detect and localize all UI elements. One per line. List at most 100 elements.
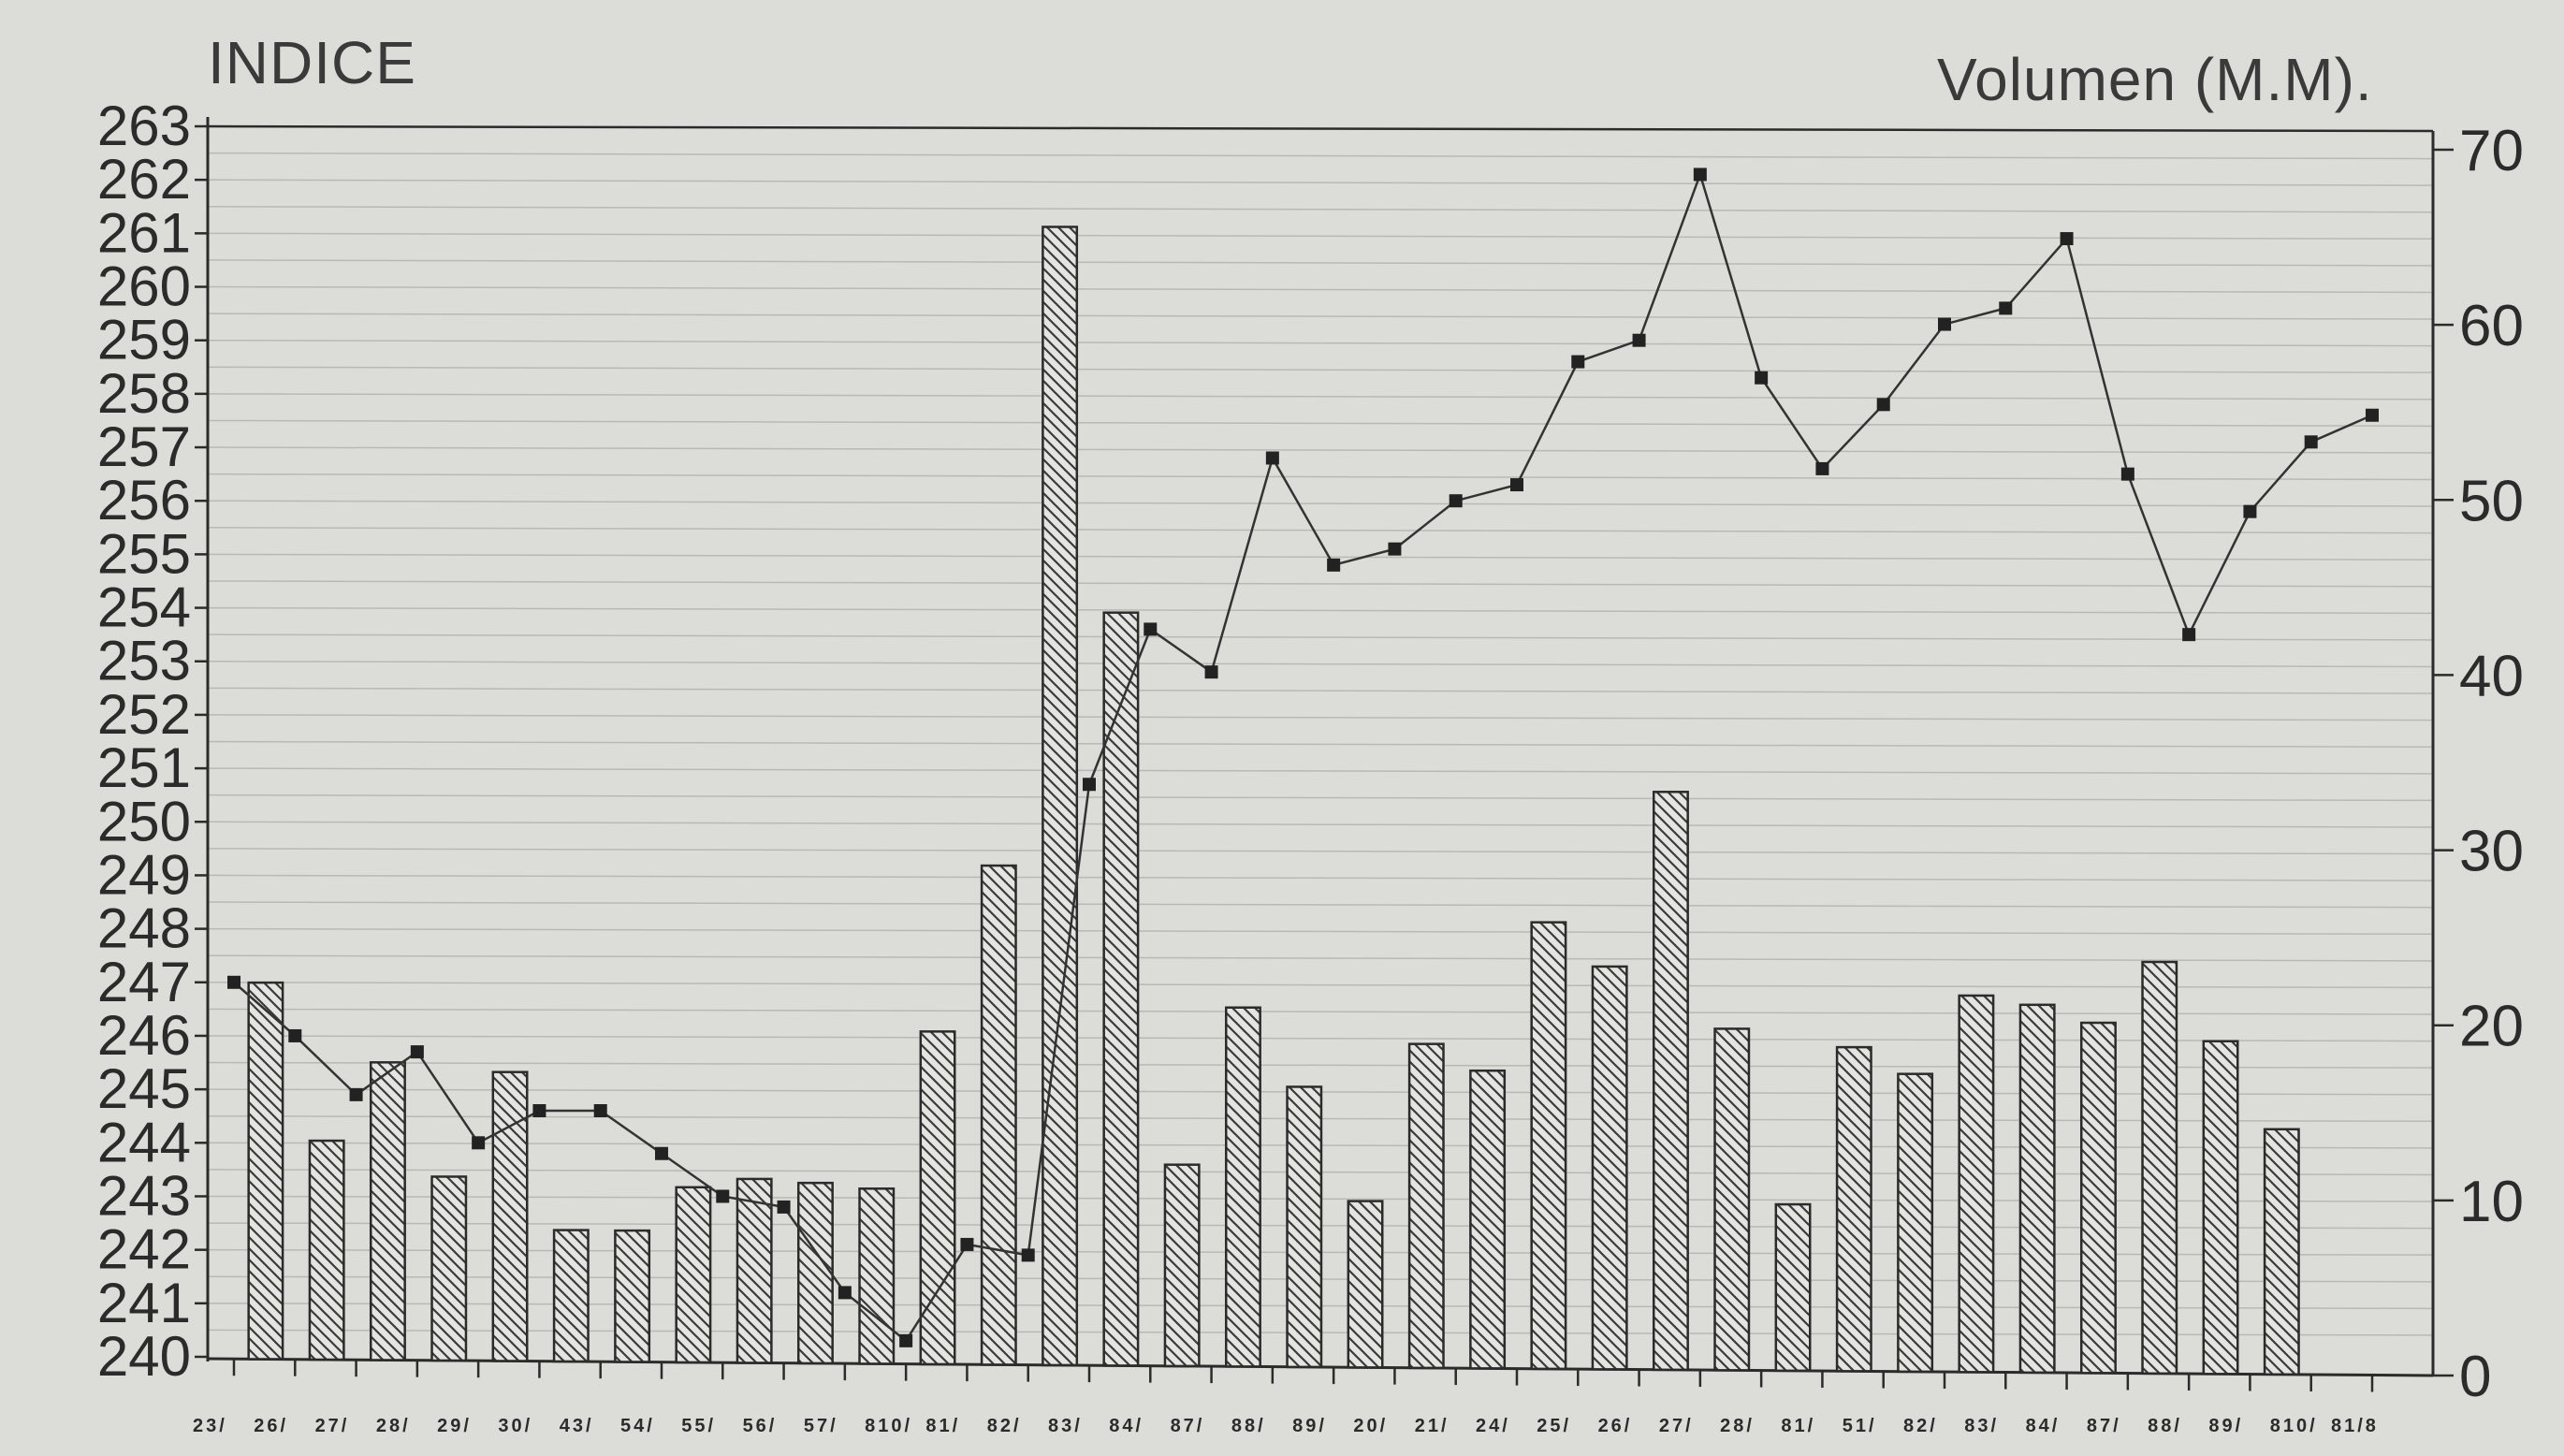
- index-point: [1144, 622, 1158, 636]
- left-tick-label: 258: [97, 362, 191, 425]
- left-tick-label: 261: [97, 201, 191, 264]
- gridline: [207, 1035, 2434, 1042]
- volume-bar: [1774, 1202, 1812, 1373]
- x-tick-label: 43/: [560, 1416, 594, 1436]
- x-tick-label: 81/: [925, 1416, 960, 1436]
- x-tick-label: 81/: [1781, 1416, 1815, 1436]
- left-tick-label: 255: [97, 522, 191, 585]
- left-tick-label: 259: [97, 309, 191, 371]
- gridline: [207, 152, 2434, 160]
- volume-bar: [1713, 1027, 1751, 1372]
- x-tick-label: 56/: [743, 1416, 778, 1436]
- volume-bar: [430, 1175, 468, 1362]
- index-point: [1204, 665, 1218, 679]
- gridline: [207, 660, 2434, 668]
- left-tick-label: 254: [97, 576, 191, 639]
- volume-bar: [1163, 1163, 1201, 1368]
- volume-bar: [675, 1186, 712, 1364]
- left-tick-label: 248: [97, 897, 191, 960]
- x-tick-label: 810/: [865, 1416, 912, 1436]
- index-point: [777, 1200, 791, 1214]
- index-point: [1938, 317, 1951, 331]
- left-tick-label: 244: [97, 1111, 191, 1173]
- index-point: [288, 1028, 302, 1042]
- x-tick-label: 88/: [2148, 1416, 2182, 1436]
- gridline: [207, 366, 2434, 373]
- x-tick-label: 23/: [193, 1416, 227, 1436]
- x-tick-label: 57/: [804, 1416, 838, 1436]
- index-point: [1632, 333, 1646, 347]
- x-tick-label: 28/: [1720, 1416, 1755, 1436]
- left-tick-label: 252: [97, 683, 191, 746]
- gridline: [207, 527, 2434, 534]
- x-tick-label: 87/: [1171, 1416, 1205, 1436]
- x-tick-label: 84/: [1109, 1416, 1144, 1436]
- index-polyline: [233, 170, 2373, 1343]
- left-tick-label: 242: [97, 1218, 191, 1281]
- volume-bar: [614, 1229, 651, 1363]
- index-point: [472, 1136, 486, 1150]
- x-tick-label: 83/: [1964, 1416, 1999, 1436]
- gridline: [207, 473, 2434, 481]
- gridline: [207, 446, 2434, 454]
- left-tick-label: 245: [97, 1057, 191, 1120]
- gridline: [207, 419, 2434, 428]
- x-tick-label: 24/: [1476, 1416, 1510, 1436]
- index-point: [2120, 467, 2134, 481]
- volume-bar: [2079, 1021, 2117, 1375]
- left-tick-label: 241: [97, 1272, 191, 1334]
- gridline: [207, 740, 2434, 748]
- volume-bar: [491, 1070, 529, 1362]
- gridline: [207, 179, 2434, 186]
- gridline: [207, 259, 2434, 267]
- x-tick-label: 84/: [2026, 1416, 2061, 1436]
- index-point: [655, 1146, 668, 1160]
- volume-bar: [1286, 1085, 1323, 1369]
- gridline: [207, 339, 2434, 347]
- left-tick-label: 240: [97, 1325, 191, 1388]
- x-tick-label: 26/: [1598, 1416, 1633, 1436]
- index-point: [2182, 628, 2196, 642]
- x-tick-label: 21/: [1415, 1416, 1450, 1436]
- gridline: [207, 848, 2434, 855]
- index-point: [960, 1237, 974, 1251]
- index-point: [1999, 301, 2013, 315]
- right-tick-label: 30: [2459, 820, 2524, 884]
- x-tick-label: 30/: [498, 1416, 532, 1436]
- index-point: [2304, 435, 2318, 449]
- left-tick-label: 249: [97, 843, 191, 906]
- gridline: [207, 954, 2434, 962]
- gridline: [207, 500, 2434, 507]
- right-axis-title: Volumen (M.M).: [1937, 46, 2373, 113]
- volume-bar: [1102, 611, 1140, 1367]
- x-tick-label: 29/: [437, 1416, 472, 1436]
- x-tick-label: 81/8: [2331, 1416, 2379, 1436]
- index-point: [2243, 504, 2257, 518]
- left-tick-label: 253: [97, 630, 191, 692]
- left-tick-label: 262: [97, 148, 191, 211]
- volume-bar: [1224, 1006, 1261, 1368]
- volume-bar: [369, 1061, 406, 1361]
- x-tick-label: 89/: [1292, 1416, 1327, 1436]
- volume-bar: [552, 1229, 590, 1363]
- x-tick-label: 51/: [1843, 1416, 1877, 1436]
- left-tick-label: 260: [97, 255, 191, 318]
- index-point: [410, 1045, 424, 1059]
- index-point: [899, 1333, 913, 1347]
- index-point: [1815, 461, 1829, 475]
- index-point: [838, 1286, 852, 1300]
- gridline: [207, 393, 2434, 400]
- x-axis-ticks: 23/26/27/28/29/30/43/54/55/56/57/810/81/…: [193, 1359, 2379, 1436]
- index-point: [593, 1104, 607, 1117]
- index-point: [1755, 371, 1769, 385]
- gridline: [207, 633, 2434, 641]
- index-point: [1510, 478, 1523, 492]
- gridline: [207, 982, 2434, 989]
- volume-bar: [1835, 1045, 1872, 1373]
- right-tick-label: 10: [2459, 1170, 2524, 1234]
- index-point: [1265, 451, 1279, 465]
- index-point: [1327, 558, 1341, 572]
- volume-bar: [736, 1177, 773, 1364]
- x-tick-label: 27/: [315, 1416, 350, 1436]
- index-point: [2060, 232, 2074, 246]
